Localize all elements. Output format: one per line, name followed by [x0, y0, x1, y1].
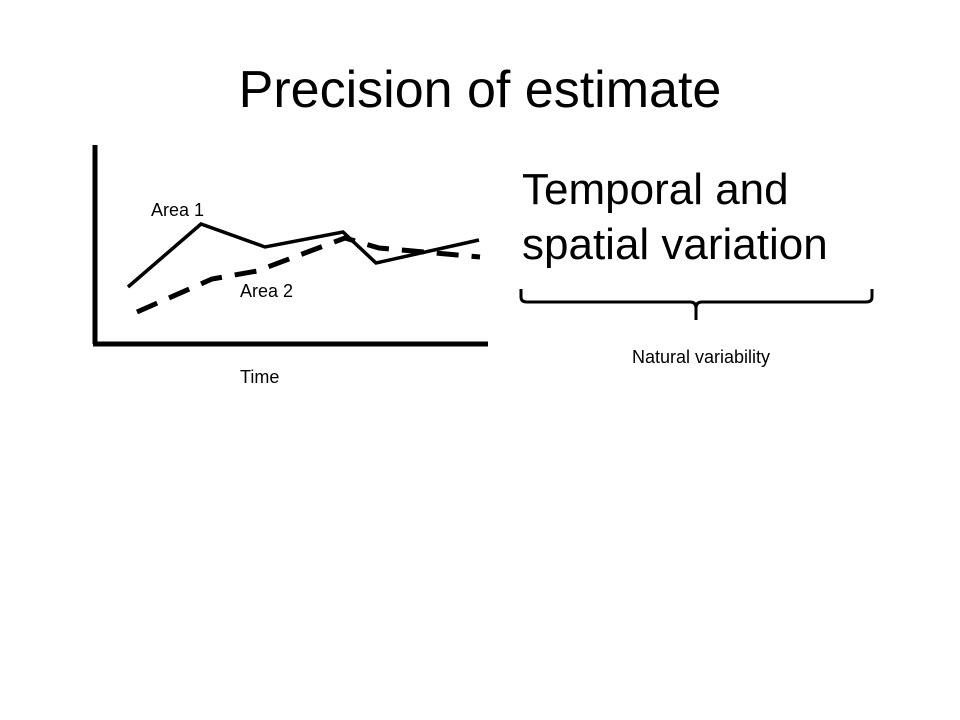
slide-title: Precision of estimate	[238, 61, 722, 119]
variation-heading-line-1: Temporal and	[522, 165, 789, 214]
area-1-line	[126, 222, 480, 289]
area-1-label: Area 1	[151, 200, 204, 220]
area-2-line	[135, 235, 481, 315]
brace-label: Natural variability	[632, 347, 770, 367]
area-2-label: Area 2	[240, 281, 293, 301]
brace	[519, 289, 874, 320]
variation-heading: Temporal and spatial variation	[522, 162, 828, 272]
variation-heading-line-2: spatial variation	[522, 220, 828, 269]
x-axis-label: Time	[240, 367, 279, 387]
